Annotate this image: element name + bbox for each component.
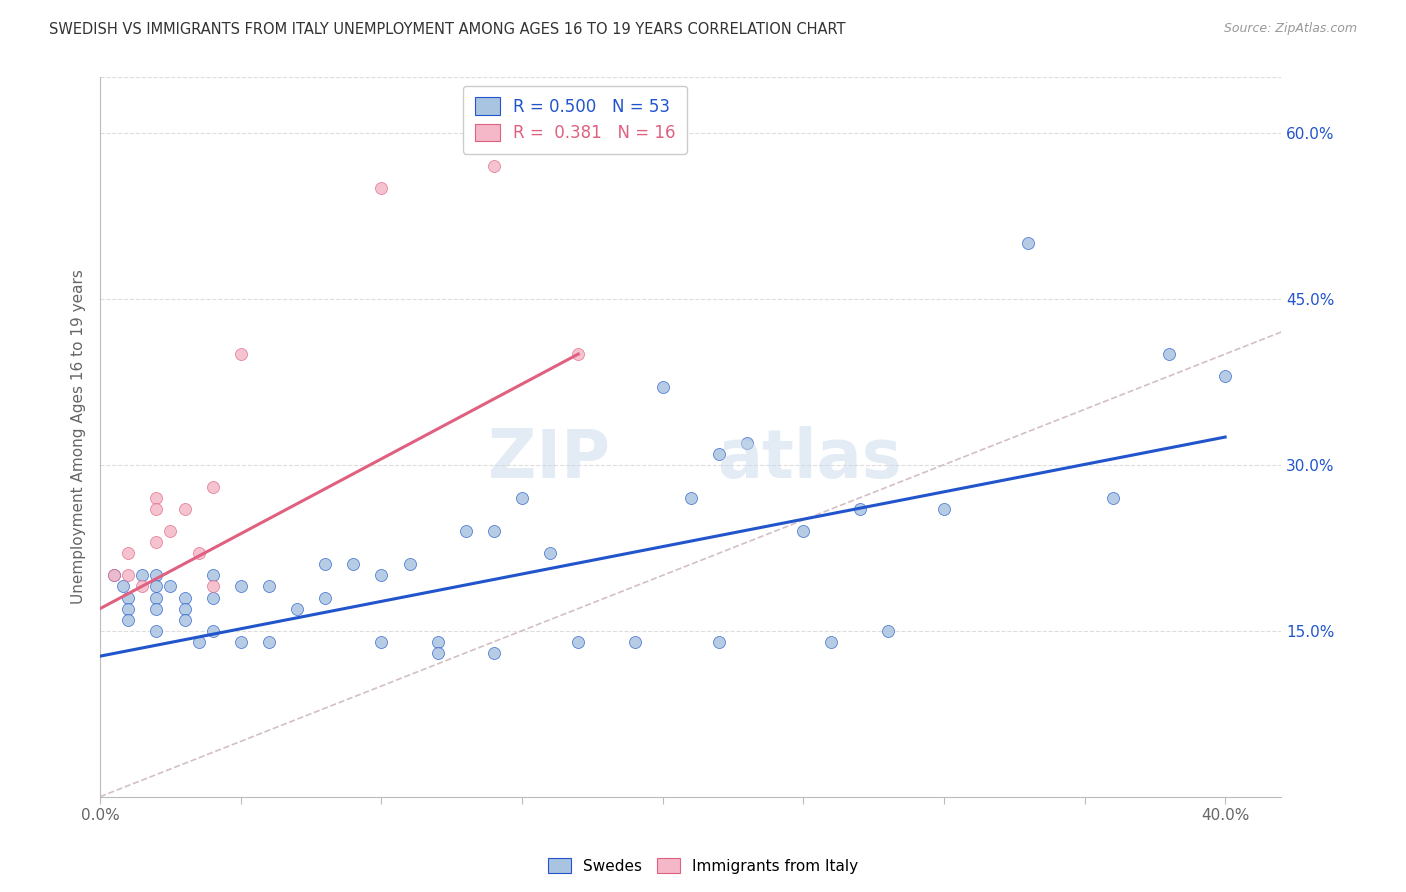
Point [792, 524, 814, 538]
Point [876, 624, 898, 638]
Point [707, 634, 730, 648]
Point [314, 591, 336, 605]
Legend: R = 0.500   N = 53, R =  0.381   N = 16: R = 0.500 N = 53, R = 0.381 N = 16 [463, 86, 688, 153]
Text: ZIP: ZIP [488, 425, 610, 491]
Point [510, 491, 533, 505]
Point [426, 634, 449, 648]
Point [117, 546, 139, 560]
Point [173, 613, 195, 627]
Point [187, 546, 209, 560]
Point [117, 613, 139, 627]
Point [398, 558, 420, 572]
Point [707, 447, 730, 461]
Point [1213, 369, 1236, 384]
Point [145, 624, 167, 638]
Text: atlas: atlas [717, 425, 901, 491]
Point [567, 634, 589, 648]
Point [111, 579, 134, 593]
Point [173, 502, 195, 516]
Point [145, 535, 167, 549]
Point [159, 579, 181, 593]
Point [229, 347, 252, 361]
Point [229, 579, 252, 593]
Point [1157, 347, 1180, 361]
Point [145, 491, 167, 505]
Point [145, 579, 167, 593]
Point [145, 591, 167, 605]
Point [342, 558, 364, 572]
Point [482, 524, 505, 538]
Point [103, 568, 125, 582]
Text: Source: ZipAtlas.com: Source: ZipAtlas.com [1223, 22, 1357, 36]
Point [131, 568, 153, 582]
Point [145, 601, 167, 615]
Point [257, 634, 280, 648]
Point [848, 502, 870, 516]
Point [103, 568, 125, 582]
Point [1101, 491, 1123, 505]
Point [454, 524, 477, 538]
Point [679, 491, 702, 505]
Point [117, 591, 139, 605]
Point [538, 546, 561, 560]
Point [257, 579, 280, 593]
Point [567, 347, 589, 361]
Point [285, 601, 308, 615]
Point [131, 579, 153, 593]
Point [370, 181, 392, 195]
Point [201, 579, 224, 593]
Point [201, 480, 224, 494]
Point [117, 568, 139, 582]
Point [201, 624, 224, 638]
Point [1017, 236, 1039, 251]
Point [623, 634, 645, 648]
Point [651, 380, 673, 394]
Point [370, 634, 392, 648]
Point [187, 634, 209, 648]
Point [314, 558, 336, 572]
Point [159, 524, 181, 538]
Point [932, 502, 955, 516]
Text: SWEDISH VS IMMIGRANTS FROM ITALY UNEMPLOYMENT AMONG AGES 16 TO 19 YEARS CORRELAT: SWEDISH VS IMMIGRANTS FROM ITALY UNEMPLO… [49, 22, 846, 37]
Point [229, 634, 252, 648]
Point [173, 591, 195, 605]
Point [820, 634, 842, 648]
Point [735, 435, 758, 450]
Point [482, 646, 505, 660]
Legend: Swedes, Immigrants from Italy: Swedes, Immigrants from Italy [541, 852, 865, 880]
Point [370, 568, 392, 582]
Point [426, 646, 449, 660]
Point [145, 502, 167, 516]
Point [173, 601, 195, 615]
Y-axis label: Unemployment Among Ages 16 to 19 years: Unemployment Among Ages 16 to 19 years [72, 269, 86, 605]
Point [201, 591, 224, 605]
Point [117, 601, 139, 615]
Point [482, 159, 505, 173]
Point [201, 568, 224, 582]
Point [145, 568, 167, 582]
